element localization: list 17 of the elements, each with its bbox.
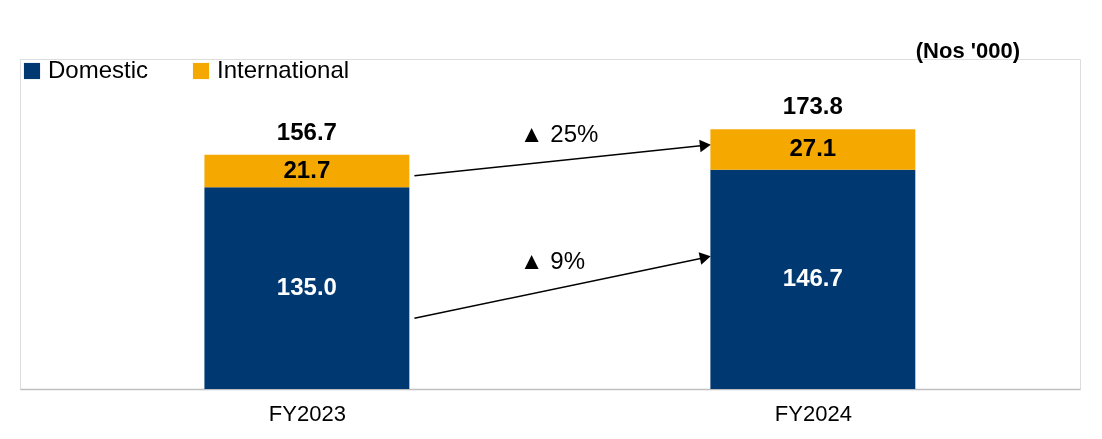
bar xyxy=(204,154,410,188)
text: (Nos '000) xyxy=(915,38,1020,63)
x-tick-label: FY2024 xyxy=(774,400,852,426)
legend-label: International xyxy=(217,56,350,83)
x-tick-label: FY2023 xyxy=(268,400,346,426)
data-label: 27.1 xyxy=(789,134,837,162)
data-label: 146.7 xyxy=(782,264,843,292)
bar xyxy=(204,187,410,389)
annotation: ▲ 9% xyxy=(519,246,585,274)
legend-label: Domestic xyxy=(48,56,149,83)
data-label: 21.7 xyxy=(283,155,331,183)
total-label: 156.7 xyxy=(276,117,337,145)
annotation: ▲ 25% xyxy=(519,119,599,147)
data-label: 135.0 xyxy=(276,273,337,301)
bar xyxy=(710,129,916,170)
total-label: 173.8 xyxy=(782,92,843,120)
bar xyxy=(710,169,916,389)
